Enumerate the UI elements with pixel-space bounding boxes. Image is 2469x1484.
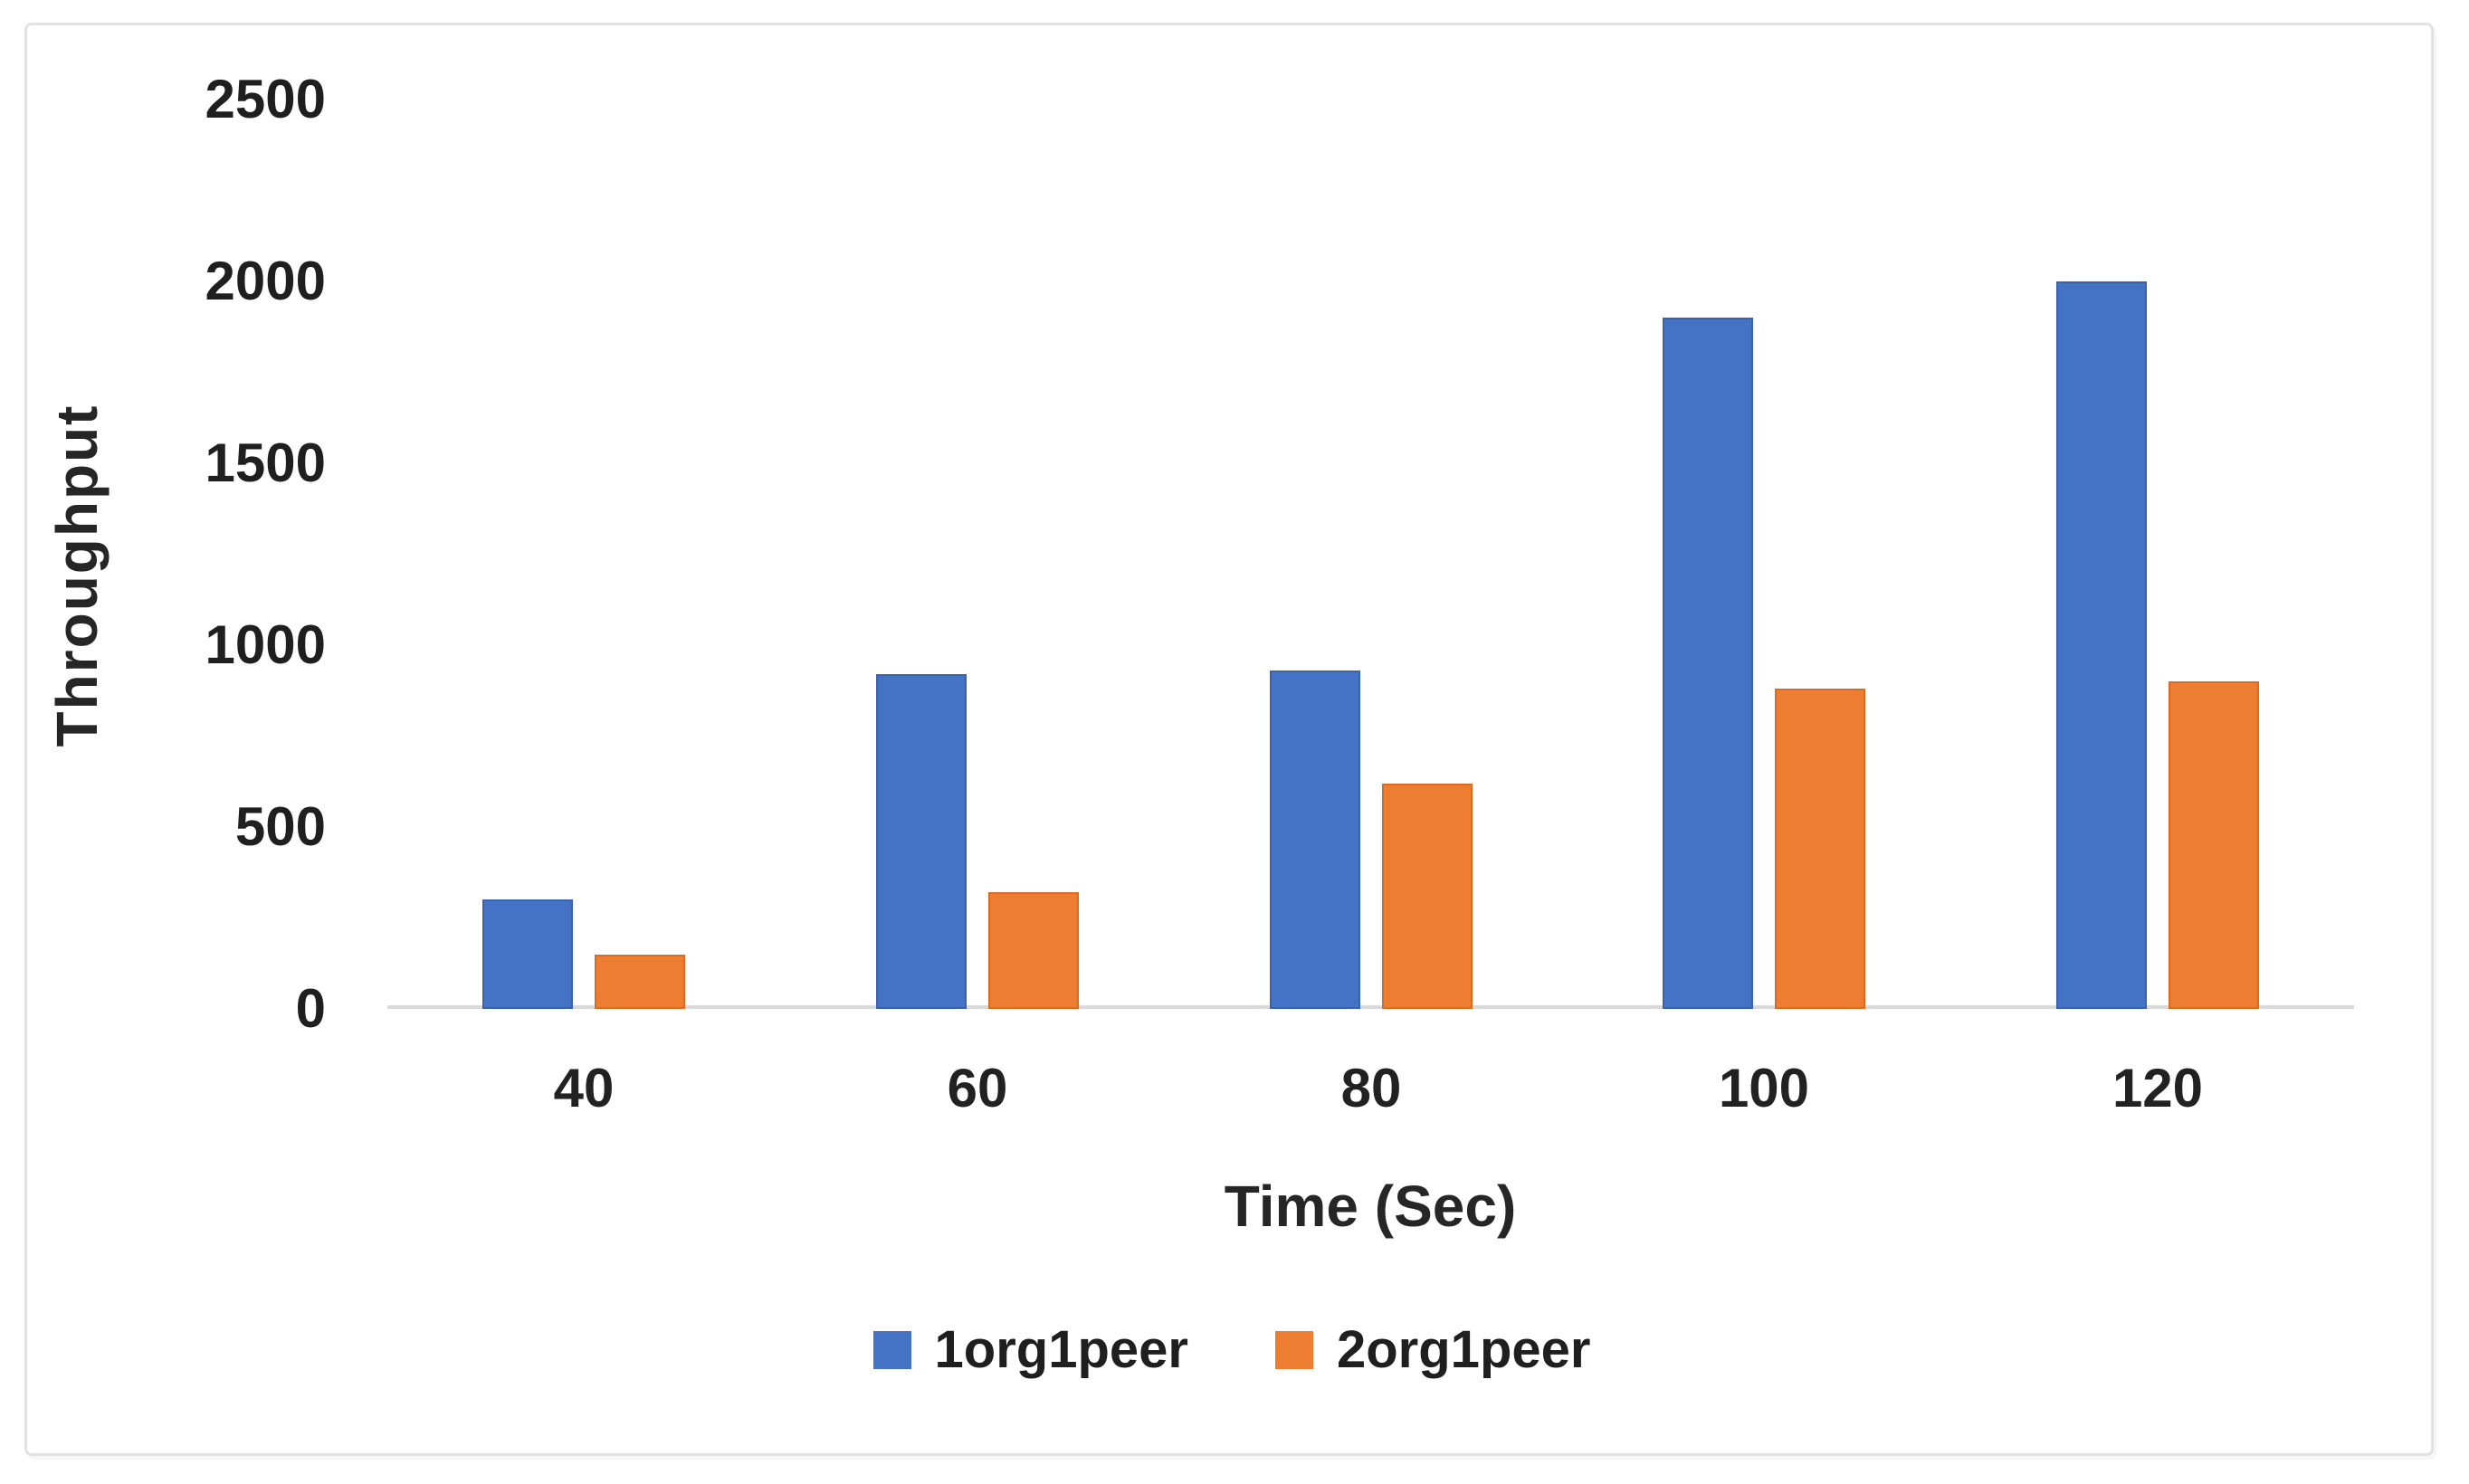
legend-item-2org1peer: 2org1peer <box>1275 1319 1590 1380</box>
bar-1org1peer-40 <box>482 899 573 1009</box>
x-axis-title: Time (Sec) <box>1224 1174 1517 1239</box>
bar-2org1peer-60 <box>988 892 1079 1009</box>
bar-1org1peer-120 <box>2056 281 2147 1009</box>
x-tick-label: 60 <box>947 1058 1008 1118</box>
y-tick-label: 2000 <box>205 251 326 311</box>
y-tick-label: 1000 <box>205 614 326 675</box>
bar-2org1peer-40 <box>595 955 685 1009</box>
legend-label: 2org1peer <box>1337 1320 1591 1379</box>
legend-swatch-icon <box>1275 1330 1313 1369</box>
legend: 1org1peer 2org1peer <box>27 1319 2436 1380</box>
y-tick-label: 500 <box>234 796 326 857</box>
legend-swatch-icon <box>872 1330 911 1369</box>
x-tick-label: 100 <box>1718 1058 1810 1118</box>
x-axis-line <box>387 1005 2354 1009</box>
x-tick-label: 80 <box>1340 1058 1402 1118</box>
bar-1org1peer-60 <box>876 674 967 1009</box>
chart-card: Throughput 0 500 1000 1500 2000 2500 40 60 80 10… <box>24 23 2434 1456</box>
bar-1org1peer-80 <box>1270 671 1360 1009</box>
bar-2org1peer-120 <box>2169 681 2259 1009</box>
y-tick-label: 2500 <box>205 69 326 129</box>
bar-2org1peer-100 <box>1775 689 1865 1009</box>
x-tick-label: 120 <box>2112 1058 2204 1118</box>
y-axis-title: Throughput <box>44 404 110 747</box>
legend-label: 1org1peer <box>934 1320 1188 1379</box>
bar-2org1peer-80 <box>1382 784 1473 1009</box>
y-tick-label: 0 <box>295 978 326 1039</box>
y-tick-label: 1500 <box>205 433 326 493</box>
bar-1org1peer-100 <box>1663 318 1753 1009</box>
legend-item-1org1peer: 1org1peer <box>872 1319 1188 1380</box>
x-tick-label: 40 <box>553 1058 615 1118</box>
